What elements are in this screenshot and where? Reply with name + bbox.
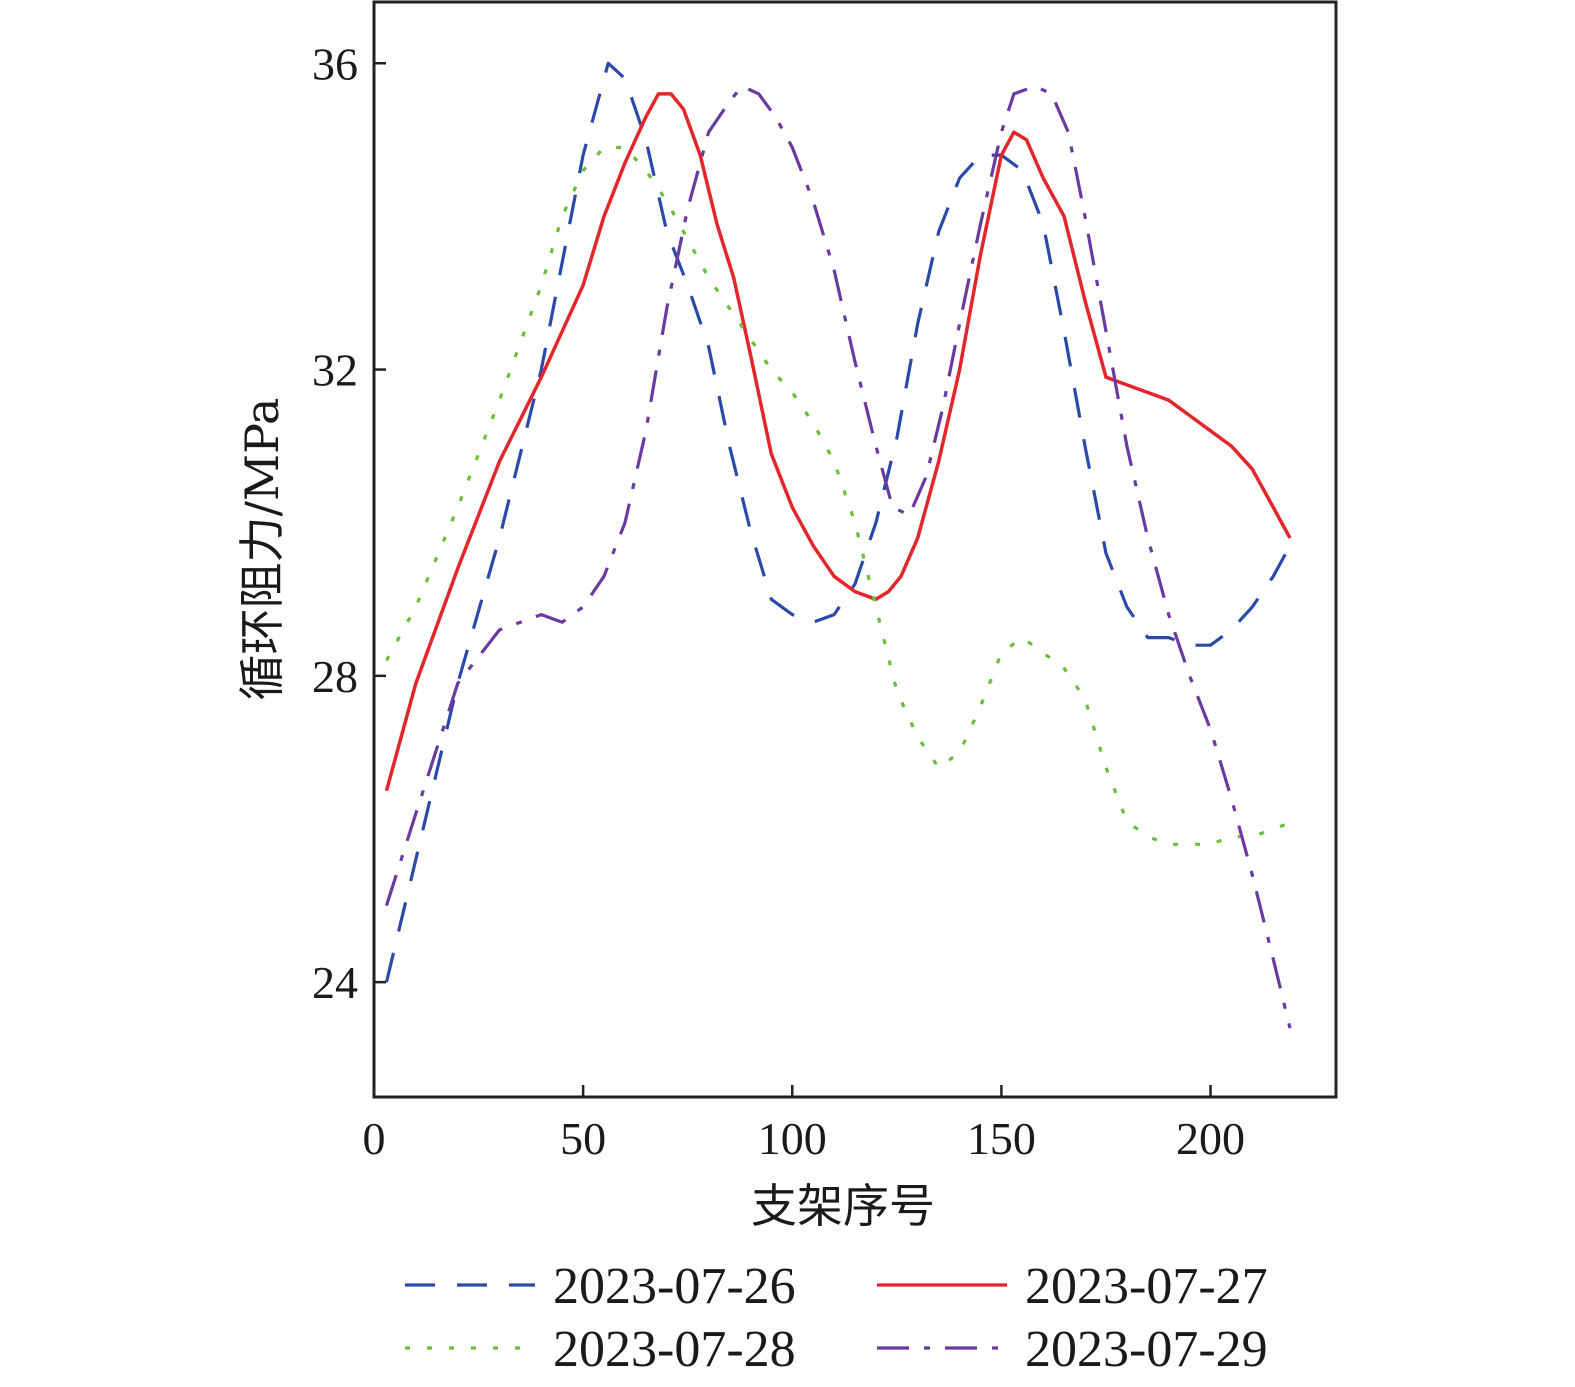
series-line-2023-07-28	[385, 145, 1295, 846]
legend-label: 2023-07-26	[553, 1258, 796, 1315]
series-line-2023-07-26	[384, 61, 1296, 983]
y-tick-label: 32	[312, 345, 358, 396]
y-axis-title: 循环阻力/MPa	[235, 398, 289, 701]
series-line-2023-07-27	[384, 92, 1292, 792]
x-axis: 0 50 100 150 200	[363, 1085, 1245, 1164]
plot-lines	[384, 61, 1296, 1029]
y-tick-label: 28	[312, 651, 358, 702]
legend-label: 2023-07-27	[1025, 1258, 1268, 1315]
x-tick-label: 50	[560, 1113, 606, 1164]
legend-label: 2023-07-28	[553, 1321, 796, 1378]
x-tick-label: 0	[363, 1113, 386, 1164]
legend: 2023-07-26 2023-07-27 2023-07-28 2023-07-29	[405, 1258, 1268, 1378]
plot-frame	[372, 0, 1338, 1099]
y-axis: 24 28 32 36	[312, 38, 386, 1008]
y-tick-label: 24	[312, 957, 358, 1008]
legend-label: 2023-07-29	[1025, 1321, 1268, 1378]
series-line-2023-07-29	[384, 84, 1292, 1029]
x-tick-label: 200	[1176, 1113, 1245, 1164]
x-tick-label: 150	[967, 1113, 1036, 1164]
x-tick-label: 100	[758, 1113, 827, 1164]
y-tick-label: 36	[312, 38, 358, 89]
x-axis-title: 支架序号	[751, 1179, 935, 1233]
